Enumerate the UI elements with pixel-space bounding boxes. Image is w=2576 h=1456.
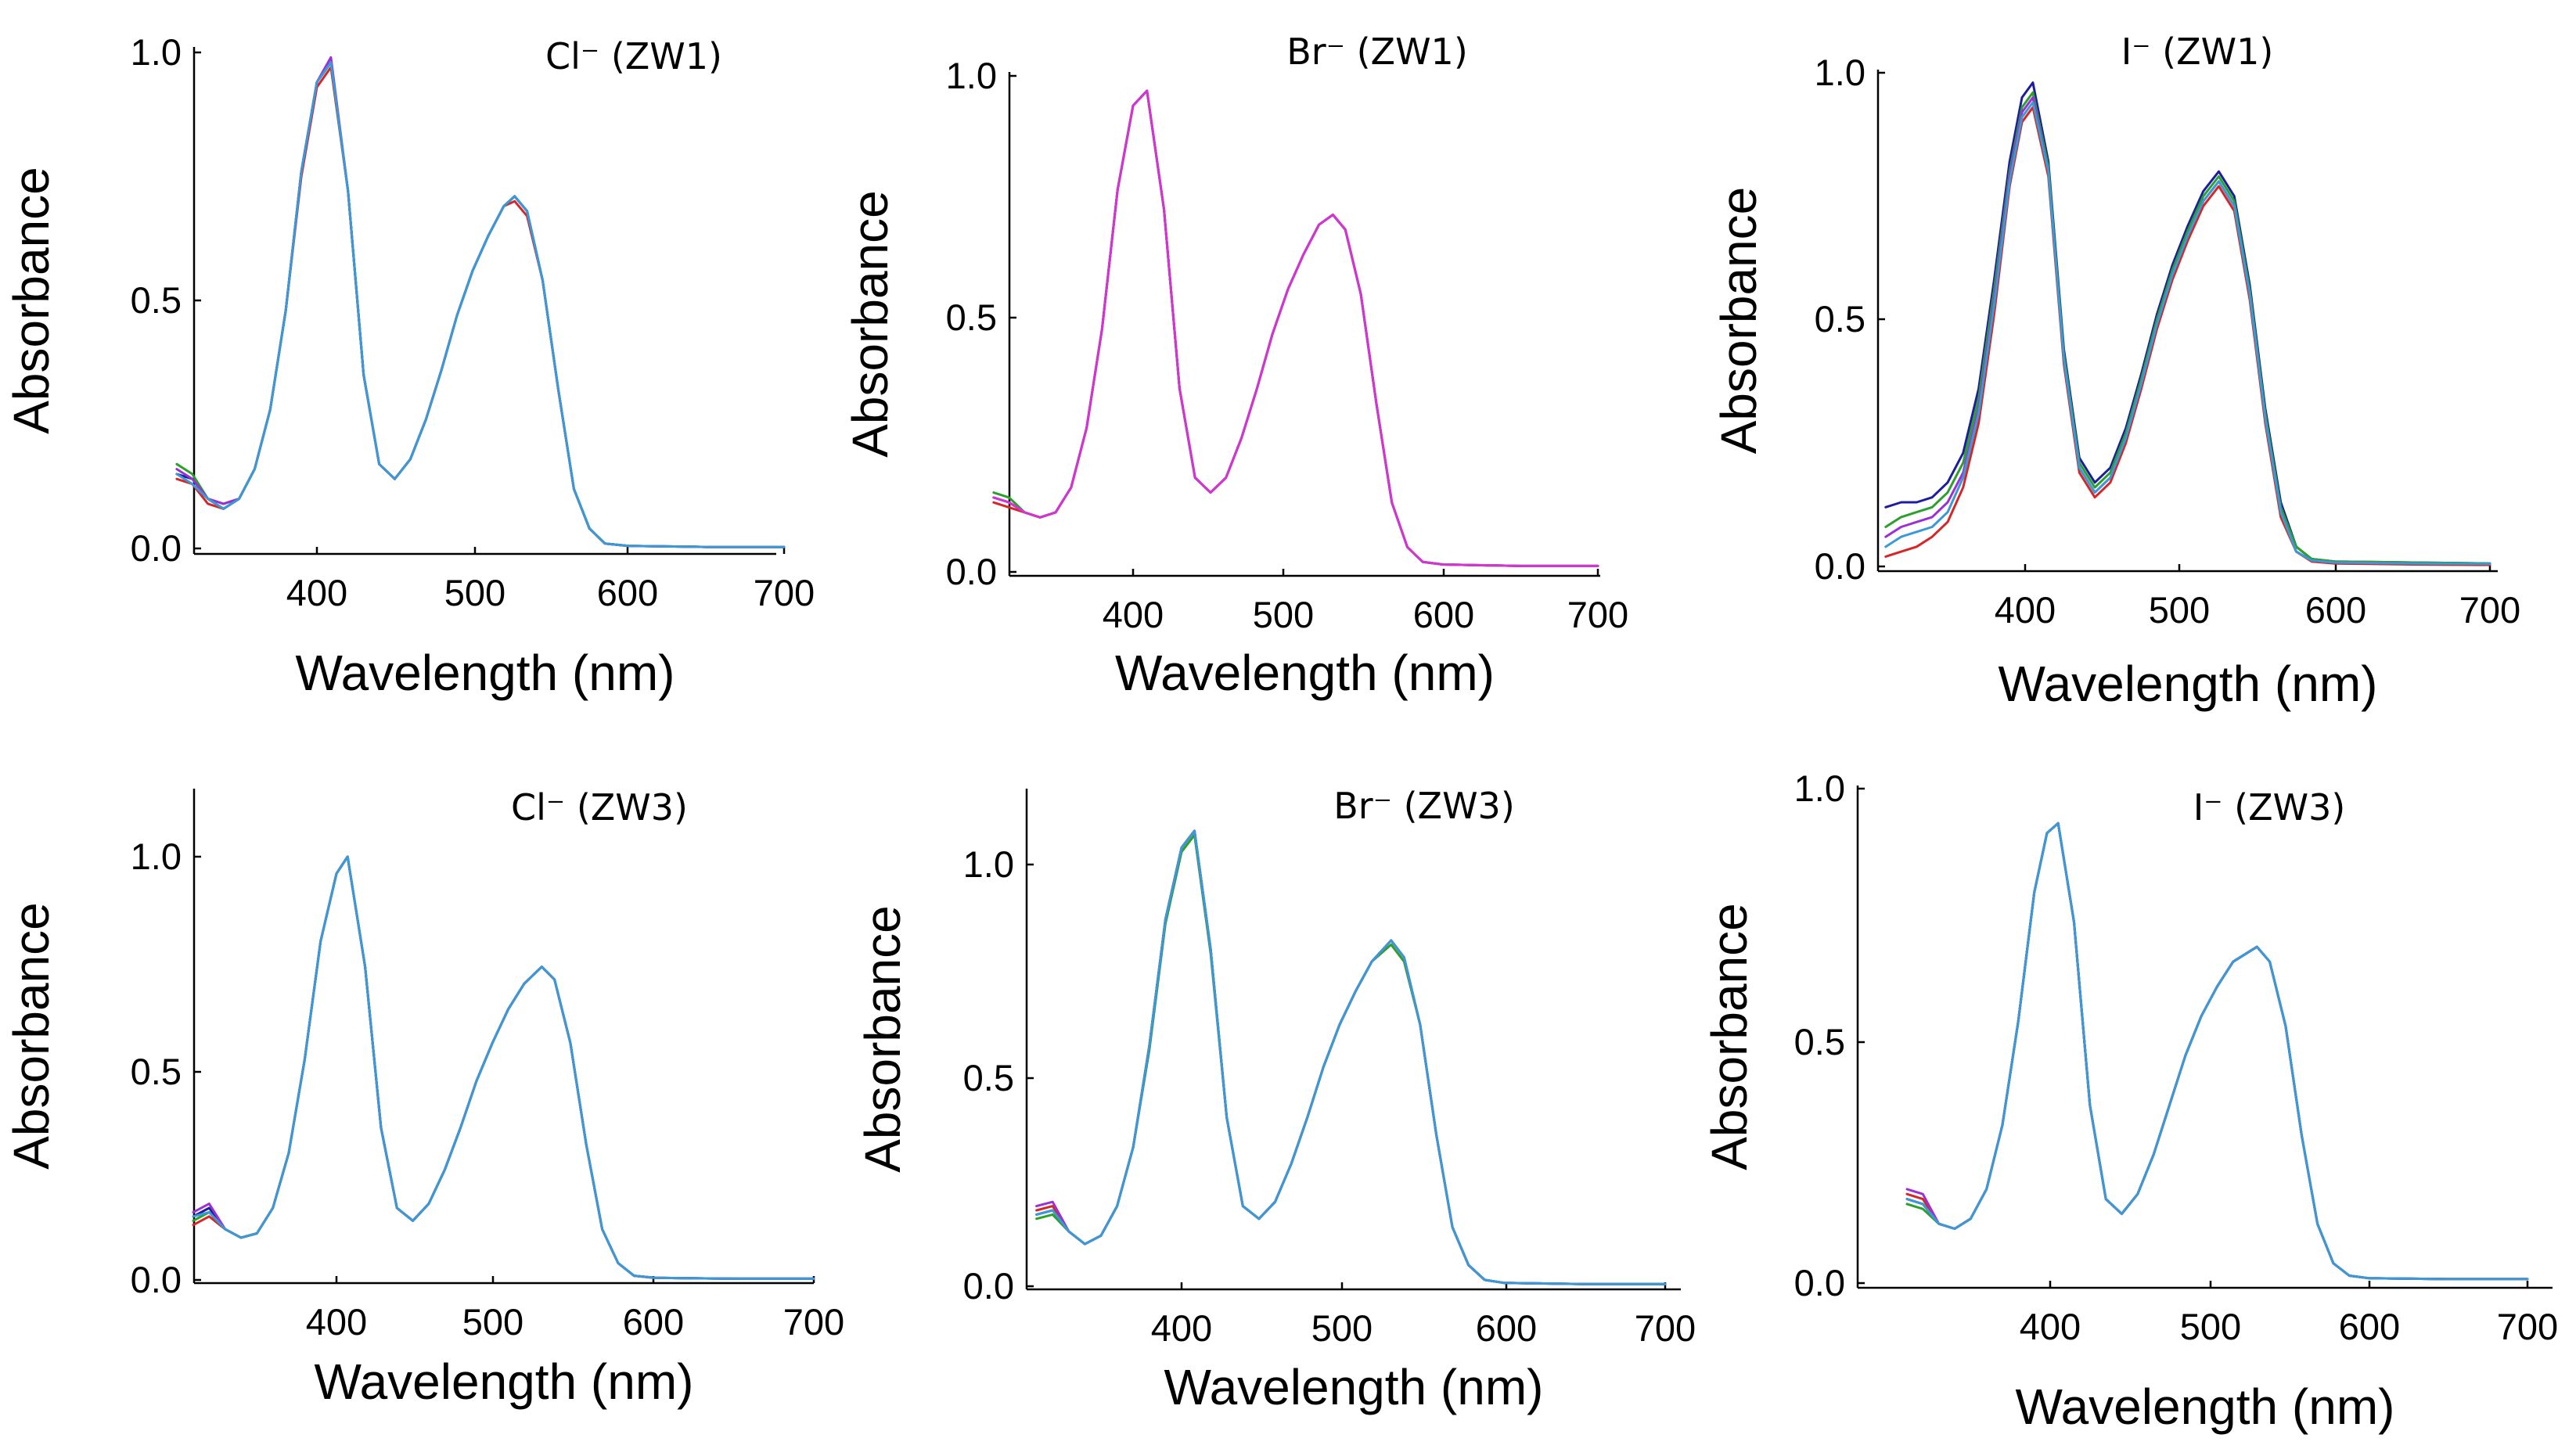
series-line-4	[992, 89, 1599, 567]
x-tick-label: 500	[462, 1301, 523, 1343]
chart-panel-2: 0.0 0.5 1.0 400 500 600 700 Br⁻ (ZW1) Absorbance…	[842, 31, 1628, 701]
series-line-1	[1035, 829, 1667, 1285]
x-tick-label: 600	[1413, 594, 1474, 635]
series-line-5	[1905, 821, 2529, 1281]
x-tick-label: 400	[306, 1301, 367, 1343]
series-line-4	[192, 855, 815, 1280]
panel-title: Br⁻ (ZW1)	[1286, 31, 1468, 73]
series-line-1	[1884, 81, 2491, 565]
y-tick-label: 1.0	[131, 31, 182, 73]
series-line-3	[992, 89, 1599, 567]
series-line-5	[1035, 829, 1667, 1285]
x-axis-title: Wavelength (nm)	[296, 645, 675, 701]
y-tick-label: 0.0	[1794, 1262, 1845, 1303]
series-line-1	[1905, 821, 2529, 1281]
panel-title: I⁻ (ZW3)	[2193, 786, 2346, 829]
series-line-1	[992, 89, 1599, 567]
series-line-5	[192, 855, 815, 1280]
x-tick-label: 600	[2339, 1306, 2400, 1347]
panel-title: I⁻ (ZW1)	[2121, 31, 2274, 73]
x-tick-label: 500	[2180, 1306, 2241, 1347]
series-line-3	[1884, 96, 2491, 566]
x-tick-label: 400	[286, 572, 347, 613]
x-tick-label: 400	[1151, 1307, 1212, 1349]
x-axis-title: Wavelength (nm)	[1164, 1359, 1544, 1415]
series-line-2	[992, 89, 1599, 567]
series-line-1	[175, 61, 786, 548]
x-tick-label: 500	[2149, 589, 2210, 631]
panel-title: Br⁻ (ZW3)	[1333, 785, 1515, 827]
series-line-5	[175, 61, 786, 548]
x-tick-label: 400	[1995, 589, 2056, 631]
x-tick-label: 500	[444, 572, 505, 613]
series-line-5	[1884, 101, 2491, 566]
series-line-3	[1035, 833, 1667, 1285]
panel-title: Cl⁻ (ZW1)	[545, 35, 722, 77]
x-tick-label: 700	[2459, 589, 2520, 631]
series-line-2	[1884, 91, 2491, 565]
y-tick-label: 1.0	[963, 843, 1014, 885]
panel-title: Cl⁻ (ZW3)	[511, 786, 688, 829]
x-tick-label: 500	[1311, 1307, 1373, 1349]
series-line-2	[1905, 821, 2529, 1281]
series-line-2	[192, 855, 815, 1280]
x-tick-label: 700	[2497, 1306, 2558, 1347]
y-tick-label: 0.5	[1815, 298, 1865, 340]
x-tick-label: 700	[754, 572, 815, 613]
x-tick-label: 700	[1635, 1307, 1696, 1349]
chart-panel-4: 0.0 0.5 1.0 400 500 600 700 Cl⁻ (ZW3) Absorbance…	[3, 786, 844, 1410]
series-line-3	[175, 61, 786, 548]
series-line-3	[192, 855, 815, 1280]
series-line-3	[1905, 821, 2529, 1281]
y-tick-label: 0.5	[1794, 1021, 1845, 1062]
x-tick-label: 600	[623, 1301, 684, 1343]
y-axis-title: Absorbance	[1711, 187, 1767, 455]
y-tick-label: 1.0	[946, 55, 997, 96]
y-tick-label: 1.0	[1815, 52, 1865, 93]
y-axis-title: Absorbance	[3, 167, 59, 434]
y-tick-label: 0.0	[963, 1265, 1014, 1307]
chart-panel-3: 0.0 0.5 1.0 400 500 600 700 I⁻ (ZW1) Absorbance W…	[1711, 31, 2520, 712]
x-axis-title: Wavelength (nm)	[1115, 645, 1495, 701]
x-axis-title: Wavelength (nm)	[1999, 656, 2378, 712]
chart-panel-5: 0.0 0.5 1.0 400 500 600 700 Br⁻ (ZW3) Absorbance…	[854, 785, 1696, 1415]
x-tick-label: 400	[2020, 1306, 2081, 1347]
y-tick-label: 0.5	[131, 279, 182, 321]
series-line-4	[1884, 106, 2491, 566]
y-tick-label: 0.0	[1815, 545, 1865, 587]
y-axis-title: Absorbance	[1701, 903, 1758, 1170]
x-tick-label: 600	[2305, 589, 2366, 631]
x-axis-title: Wavelength (nm)	[2016, 1379, 2395, 1435]
y-tick-label: 0.0	[131, 1259, 182, 1300]
y-tick-label: 0.0	[946, 551, 997, 592]
y-tick-label: 1.0	[131, 836, 182, 877]
x-tick-label: 700	[783, 1301, 844, 1343]
y-tick-label: 0.5	[131, 1051, 182, 1092]
series-line-2	[1035, 829, 1667, 1285]
series-line-1	[192, 855, 815, 1280]
x-tick-label: 600	[1476, 1307, 1537, 1349]
chart-panel-6: 0.0 0.5 1.0 400 500 600 700 I⁻ (ZW3) Absorbance W…	[1701, 768, 2558, 1435]
x-axis-title: Wavelength (nm)	[315, 1354, 694, 1410]
y-tick-label: 0.5	[946, 297, 997, 338]
series-line-4	[175, 56, 786, 548]
y-axis-title: Absorbance	[3, 902, 59, 1170]
series-line-4	[1905, 821, 2529, 1281]
x-tick-label: 600	[597, 572, 658, 613]
series-line-2	[175, 66, 786, 548]
x-tick-label: 500	[1253, 594, 1314, 635]
y-tick-label: 0.0	[131, 527, 182, 569]
chart-panel-1: 0.0 0.5 1.0 400 500 600 700 Cl⁻ (ZW1) Absorbance…	[3, 31, 815, 701]
y-tick-label: 1.0	[1794, 768, 1845, 809]
y-axis-title: Absorbance	[842, 190, 898, 458]
y-tick-label: 0.5	[963, 1057, 1014, 1098]
series-line-4	[1035, 829, 1667, 1285]
x-tick-label: 700	[1567, 594, 1628, 635]
y-axis-title: Absorbance	[854, 905, 911, 1173]
x-tick-label: 400	[1103, 594, 1164, 635]
